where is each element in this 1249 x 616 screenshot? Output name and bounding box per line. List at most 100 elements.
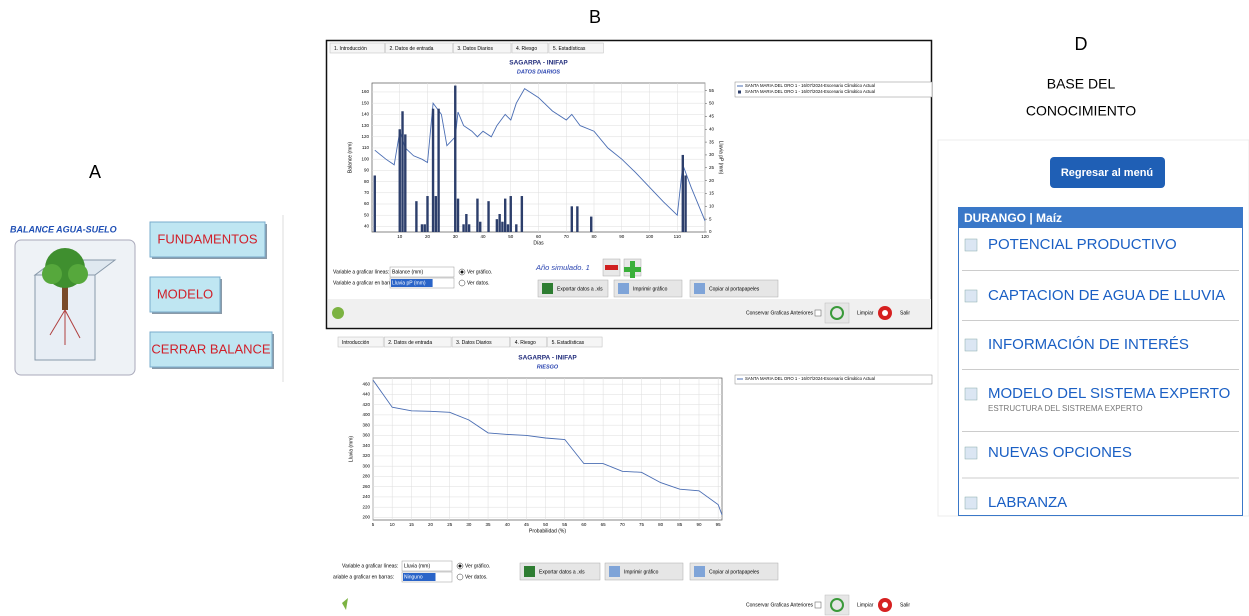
tab-label[interactable]: 3. Datos Diarios — [456, 340, 492, 346]
menu-button[interactable] — [149, 221, 266, 258]
menu-icon[interactable] — [964, 387, 978, 401]
y-tick-label: 110 — [362, 145, 370, 150]
menu-item[interactable]: POTENCIAL PRODUCTIVO — [988, 236, 1177, 253]
tab-label[interactable]: 3. Datos Diarios — [457, 46, 493, 52]
clear-icon[interactable] — [830, 306, 844, 320]
button-label[interactable]: Exportar datos a .xls — [557, 286, 603, 292]
radio[interactable] — [458, 279, 466, 287]
menu-item[interactable]: LABRANZA — [988, 494, 1067, 511]
checkbox[interactable] — [814, 309, 822, 317]
select-value[interactable]: Lluvia (mm) — [404, 563, 430, 569]
tab[interactable] — [453, 42, 512, 54]
select-highlight[interactable] — [403, 573, 436, 581]
button-icon[interactable] — [609, 566, 620, 577]
tab[interactable] — [547, 336, 603, 348]
menu-icon[interactable] — [964, 238, 978, 252]
button-icon[interactable] — [618, 283, 629, 294]
select[interactable] — [401, 560, 453, 572]
menu-button-label[interactable]: CERRAR BALANCE — [151, 341, 271, 356]
tab[interactable] — [337, 336, 384, 348]
button-label[interactable]: Copiar al portapapeles — [709, 286, 760, 292]
button-label[interactable]: Limpiar — [857, 310, 874, 316]
tab[interactable] — [510, 336, 547, 348]
tab-label[interactable]: 4. Riesgo — [516, 46, 537, 52]
y2-tick-label: 50 — [709, 101, 715, 106]
tab-label[interactable]: 5. Estadísticas — [552, 340, 585, 346]
select-value[interactable]: Lluvia pP (mm) — [392, 280, 426, 286]
button-label[interactable]: Imprimir gráfico — [633, 286, 668, 292]
button[interactable] — [519, 562, 601, 581]
button-label[interactable]: Limpiar — [857, 602, 874, 608]
x-tick-label: 80 — [658, 522, 664, 527]
radio-label[interactable]: Ver gráfico. — [467, 269, 492, 275]
button-label[interactable]: Salir — [900, 310, 910, 316]
tab-label[interactable]: 2. Datos de entrada — [390, 46, 434, 52]
menu-icon[interactable] — [964, 496, 978, 510]
button[interactable] — [604, 562, 684, 581]
y2-tick-label: 45 — [709, 114, 715, 119]
minus-icon[interactable] — [605, 265, 618, 270]
clear-button[interactable] — [824, 302, 850, 324]
select-value[interactable]: Balance (mm) — [392, 269, 423, 275]
button-icon[interactable] — [694, 283, 705, 294]
checkbox-label[interactable]: Conservar Graficas Anteriores — [746, 310, 813, 316]
exit-icon[interactable] — [882, 602, 888, 608]
tab[interactable] — [451, 336, 510, 348]
tab-label[interactable]: 1. Introducción — [334, 46, 367, 52]
checkbox-label[interactable]: Conservar Graficas Anteriores — [746, 602, 813, 608]
radio-label[interactable]: Ver datos. — [467, 280, 490, 286]
button-icon[interactable] — [542, 283, 553, 294]
legend — [734, 81, 933, 98]
menu-icon[interactable] — [964, 446, 978, 460]
x-tick-label: 20 — [428, 522, 434, 527]
button-label[interactable]: Copiar al portapapeles — [709, 569, 760, 575]
tab[interactable] — [511, 42, 549, 54]
button-icon[interactable] — [694, 566, 705, 577]
menu-subitem[interactable]: ESTRUCTURA DEL SISTREMA EXPERTO — [988, 404, 1143, 413]
tab[interactable] — [383, 336, 452, 348]
select[interactable] — [389, 266, 455, 278]
plus-icon[interactable] — [624, 261, 641, 278]
select-value[interactable]: Ninguno — [404, 574, 423, 580]
menu-item[interactable]: CAPTACION DE AGUA DE LLUVIA — [988, 287, 1225, 304]
tab-label[interactable]: Introducción — [342, 340, 369, 346]
menu-button-label[interactable]: FUNDAMENTOS — [157, 231, 257, 246]
button[interactable] — [537, 279, 609, 298]
tab-label[interactable]: 5. Estadísticas — [553, 46, 586, 52]
menu-button[interactable] — [149, 331, 273, 368]
tab-label[interactable]: 4. Riesgo — [515, 340, 536, 346]
checkbox[interactable] — [814, 601, 822, 609]
back-button-label[interactable]: Regresar al menú — [1061, 167, 1153, 179]
bar — [420, 224, 424, 232]
button[interactable] — [689, 279, 779, 298]
radio-label[interactable]: Ver gráfico. — [465, 563, 490, 569]
button-label[interactable]: Exportar datos a .xls — [539, 569, 585, 575]
button-label[interactable]: Salir — [900, 602, 910, 608]
radio-label[interactable]: Ver datos. — [465, 574, 488, 580]
x-tick-label: 50 — [543, 522, 549, 527]
radio-dot[interactable] — [460, 270, 464, 274]
menu-button-label[interactable]: MODELO — [157, 286, 213, 301]
select-highlight[interactable] — [391, 279, 433, 287]
tab[interactable] — [548, 42, 604, 54]
chart-title: SAGARPA - INIFAP — [518, 355, 577, 362]
clear-button[interactable] — [824, 594, 850, 616]
menu-icon[interactable] — [964, 289, 978, 303]
menu-item[interactable]: INFORMACIÓN DE INTERÉS — [988, 336, 1189, 353]
tab[interactable] — [385, 42, 453, 54]
exit-icon[interactable] — [882, 310, 888, 316]
back-button[interactable] — [1050, 157, 1165, 188]
menu-icon[interactable] — [964, 338, 978, 352]
button[interactable] — [613, 279, 683, 298]
menu-item[interactable]: NUEVAS OPCIONES — [988, 444, 1132, 461]
button-icon[interactable] — [524, 566, 535, 577]
menu-item[interactable]: MODELO DEL SISTEMA EXPERTO — [988, 385, 1230, 402]
radio[interactable] — [456, 573, 464, 581]
clear-icon[interactable] — [830, 598, 844, 612]
tab-label[interactable]: 2. Datos de entrada — [388, 340, 432, 346]
button[interactable] — [689, 562, 779, 581]
button-label[interactable]: Imprimir gráfico — [624, 569, 659, 575]
tab[interactable] — [329, 42, 385, 54]
menu-button[interactable] — [149, 276, 221, 313]
radio-dot[interactable] — [458, 564, 462, 568]
